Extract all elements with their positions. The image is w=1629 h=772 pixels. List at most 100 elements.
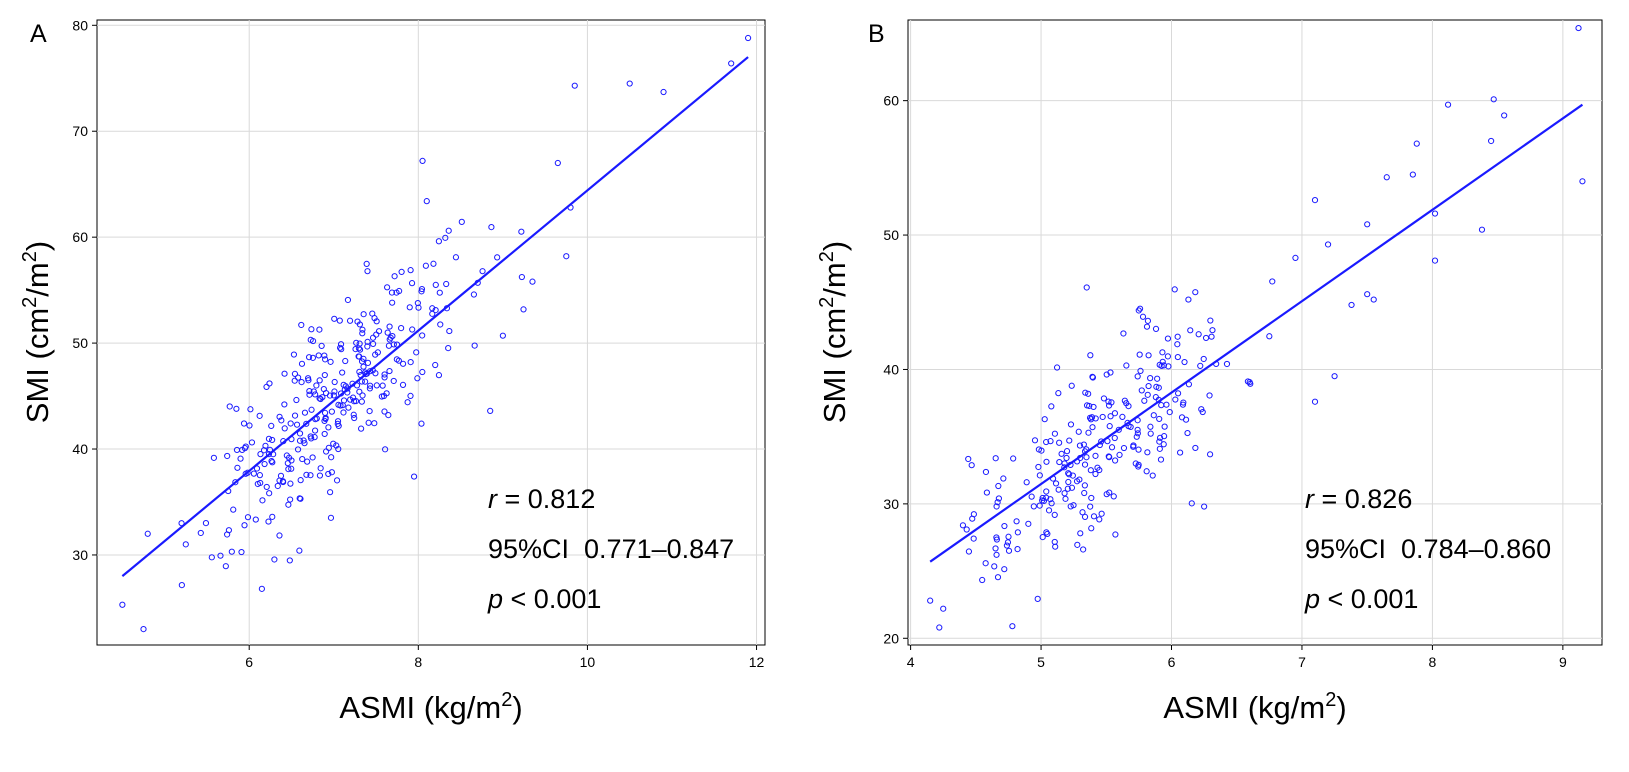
data-point [1182,416,1190,423]
data-point [1085,429,1092,436]
fit-line-group [121,56,749,577]
data-point [936,624,943,631]
data-point [407,359,414,366]
stat-r: r = 0.812 [488,484,595,514]
data-point [940,605,947,612]
data-point [1134,430,1141,437]
data-point [979,576,986,584]
data-point [284,460,291,467]
data-point [1051,538,1058,546]
data-point [1127,423,1134,431]
data-point [1181,358,1188,366]
data-point [306,387,313,395]
data-point [1147,430,1154,437]
data-point [351,414,358,422]
y-tick-label: 60 [883,93,899,109]
data-point [1004,539,1012,546]
data-point [399,381,407,388]
data-point [1413,140,1420,147]
data-point [367,382,374,389]
data-point [268,457,275,465]
data-point [1206,392,1213,399]
data-point [458,218,465,225]
data-point [1141,397,1148,404]
data-point [419,368,426,376]
data-point [222,563,229,570]
data-point [373,382,380,389]
data-point [304,375,312,382]
data-point [301,409,309,416]
data-point [347,396,354,403]
data-point [1107,413,1114,420]
x-tick-label: 6 [245,654,253,670]
data-point [1201,503,1208,510]
data-point [1005,547,1013,554]
data-point [1079,509,1086,516]
data-point [1177,449,1184,456]
data-point [1041,416,1048,423]
data-point [202,519,210,527]
data-point [1164,335,1172,342]
data-point [660,88,667,96]
data-point [499,332,506,339]
data-point [391,273,398,280]
data-point [518,228,525,235]
data-point [1056,458,1063,466]
y-tick-label: 40 [72,441,88,457]
data-point [362,371,369,378]
data-point [1088,494,1095,502]
data-point [1144,391,1151,398]
data-point [554,159,561,167]
data-point [287,420,294,427]
data-point [1086,414,1094,421]
data-point [287,480,294,487]
data-point [1074,541,1081,548]
data-point [1088,525,1095,532]
data-point [356,368,363,375]
data-point [359,326,366,333]
data-point [276,413,283,420]
data-point [1099,413,1106,421]
data-point [409,326,416,333]
data-point [992,545,999,552]
data-point [435,238,442,245]
data-point [307,472,314,479]
data-point [1052,480,1060,487]
data-point [311,427,319,434]
data-point [994,499,1001,506]
data-point [435,372,443,379]
y-tick-label: 30 [72,547,88,563]
scatter-points [927,24,1586,631]
data-point [404,399,411,406]
x-tick-label: 9 [1559,654,1567,670]
data-point [1108,399,1115,406]
x-axis-label: ASMI (kg/m2) [1163,689,1346,725]
data-point [232,479,239,486]
data-point [1364,221,1371,228]
data-point [1092,470,1099,478]
data-point [390,377,397,385]
data-point [1179,401,1187,408]
data-point [1067,421,1075,428]
data-point [298,360,306,367]
data-point [309,454,316,461]
data-point [1039,534,1046,541]
data-point [1090,513,1098,520]
data-point [1144,317,1152,324]
y-tick-label: 80 [72,17,88,33]
data-point [328,454,335,461]
data-point [299,455,306,463]
data-point [356,340,363,347]
data-point [234,464,241,471]
data-point [269,513,276,520]
data-point [230,506,237,513]
data-point [1331,373,1338,380]
data-point [360,363,367,370]
x-tick-label: 8 [414,654,422,670]
data-point [1144,449,1151,456]
data-point [1156,438,1163,445]
data-point [1223,360,1231,368]
data-point [1080,546,1087,553]
data-point [419,157,426,164]
data-point [281,401,288,408]
